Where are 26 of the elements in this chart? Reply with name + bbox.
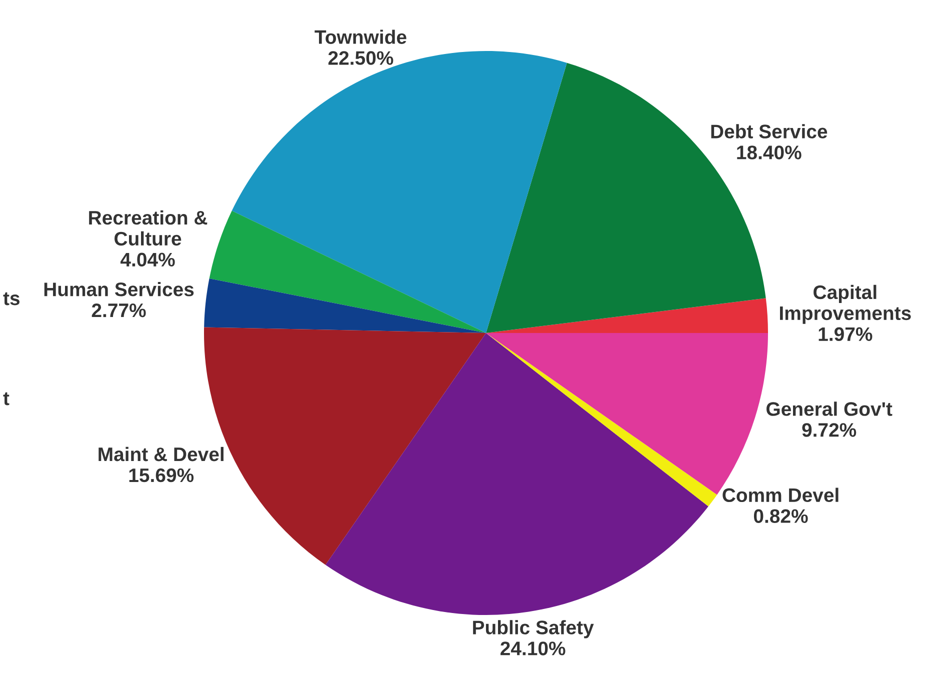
text: ts	[3, 292, 20, 306]
pie-slice	[209, 210, 486, 333]
data-label: 15.69%	[129, 468, 194, 482]
slice-label: Comm Devel	[722, 488, 838, 502]
pie-slice	[204, 278, 486, 333]
text: t	[3, 392, 10, 406]
data-label: 2.77%	[92, 303, 146, 318]
pie-slice	[486, 333, 718, 506]
pie-slice	[232, 51, 567, 333]
pie-slice	[326, 333, 708, 615]
data-label: 9.72%	[802, 423, 856, 437]
slice-label: General Gov't	[766, 402, 892, 416]
slice-label: Capital Improvements	[780, 284, 911, 324]
slice-label: Recreation & Culture	[89, 210, 208, 246]
pie-slice	[486, 298, 768, 333]
data-label: 4.04%	[120, 252, 175, 267]
data-label: 1.97%	[818, 327, 872, 342]
slice-label: Human Services	[44, 282, 194, 296]
slice-label: Public Safety	[473, 620, 594, 638]
data-label: 24.10%	[500, 642, 566, 656]
data-label: 0.82%	[754, 509, 808, 523]
data-label: 22.50%	[328, 51, 394, 65]
data-label: 18.40%	[737, 146, 802, 160]
slice-label: Debt Service	[711, 124, 828, 138]
slice-label: Townwide	[314, 30, 406, 44]
slice-label: Maint & Devel	[98, 446, 224, 462]
